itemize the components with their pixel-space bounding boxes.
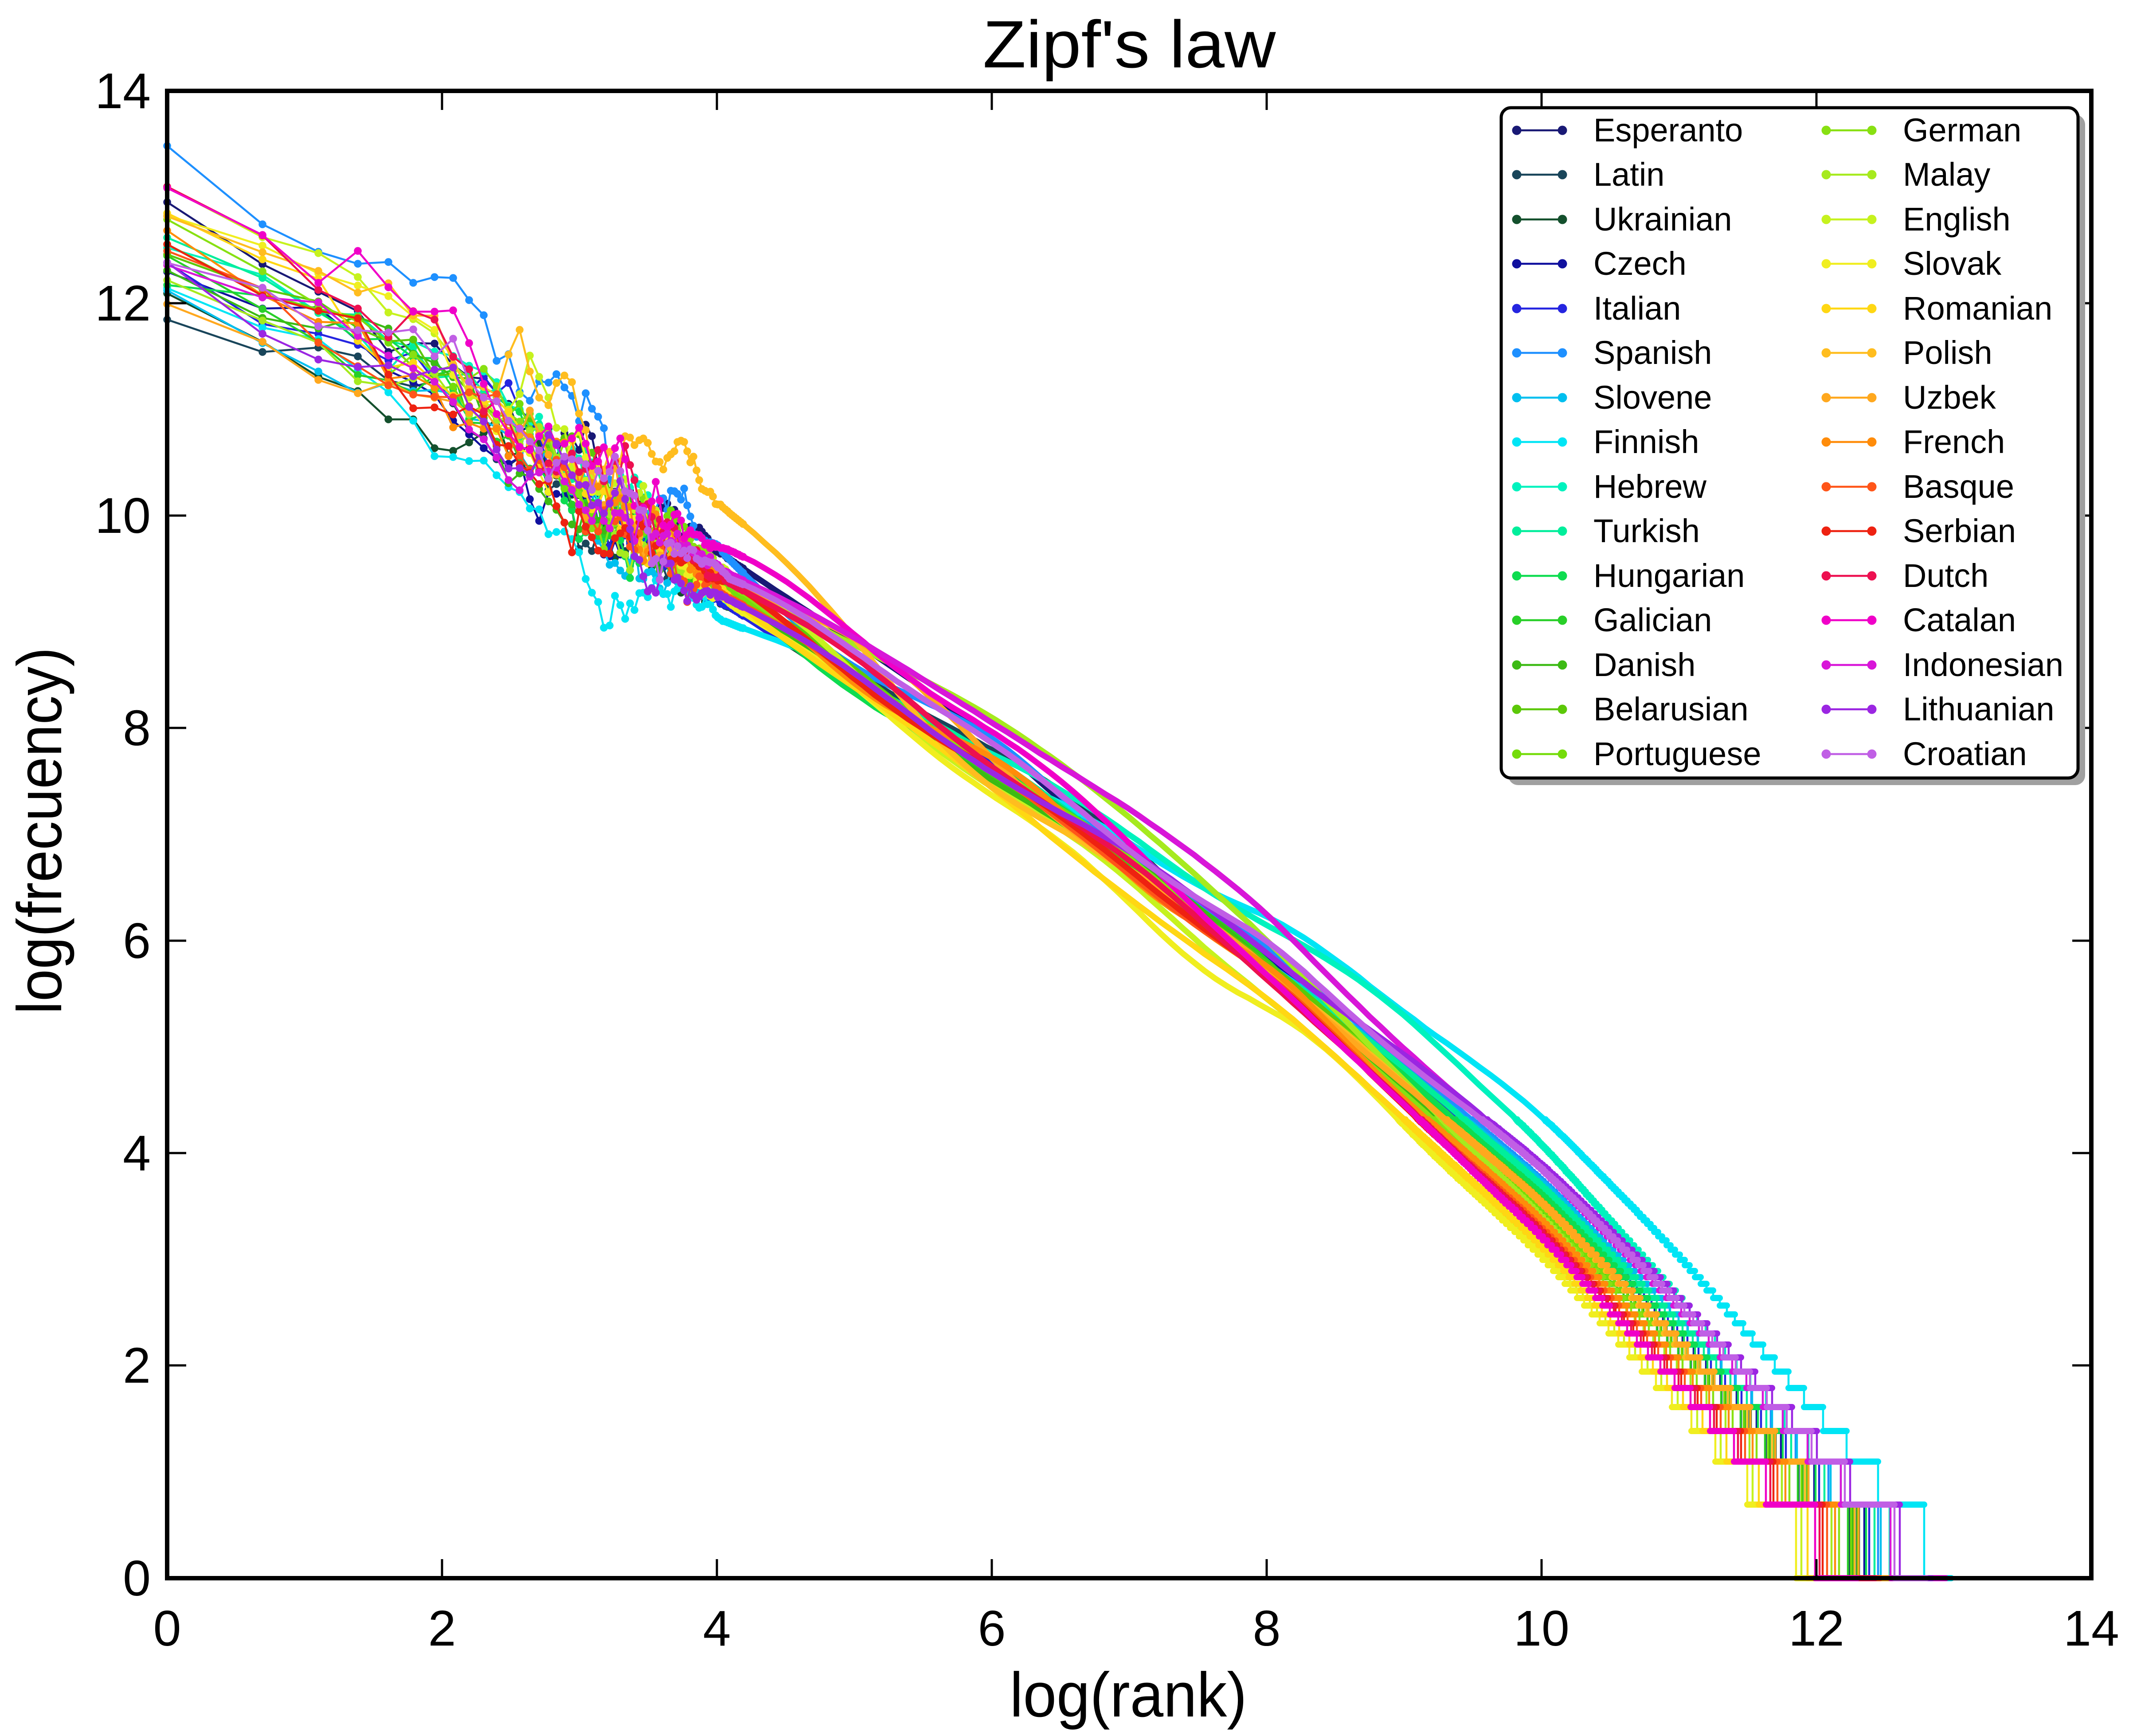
svg-text:Turkish: Turkish [1593,512,1700,549]
svg-text:Polish: Polish [1903,334,1992,371]
svg-text:0: 0 [153,1600,181,1656]
svg-text:14: 14 [95,63,151,119]
svg-text:0: 0 [123,1550,151,1606]
svg-text:German: German [1903,112,2021,149]
svg-text:10: 10 [1514,1600,1569,1656]
svg-text:Belarusian: Belarusian [1593,691,1749,727]
svg-text:Spanish: Spanish [1593,334,1712,371]
svg-text:12: 12 [95,275,151,331]
svg-text:Basque: Basque [1903,468,2014,505]
svg-text:Portuguese: Portuguese [1593,735,1761,772]
svg-text:Galician: Galician [1593,602,1712,638]
svg-text:Lithuanian: Lithuanian [1903,691,2055,727]
svg-text:Indonesian: Indonesian [1903,646,2063,683]
svg-text:Catalan: Catalan [1903,602,2016,638]
svg-text:English: English [1903,201,2011,238]
svg-text:6: 6 [123,913,151,969]
svg-text:Latin: Latin [1593,156,1664,193]
svg-text:Malay: Malay [1903,156,1990,193]
svg-text:Hebrew: Hebrew [1593,468,1707,505]
svg-text:14: 14 [2063,1600,2119,1656]
svg-text:Serbian: Serbian [1903,512,2016,549]
svg-text:8: 8 [123,700,151,756]
svg-text:10: 10 [95,488,151,543]
svg-text:Danish: Danish [1593,646,1695,683]
svg-text:Czech: Czech [1593,245,1687,282]
svg-text:Slovene: Slovene [1593,379,1712,416]
svg-text:4: 4 [123,1125,151,1181]
svg-text:Dutch: Dutch [1903,557,1988,594]
svg-text:2: 2 [123,1337,151,1393]
svg-text:2: 2 [428,1600,456,1656]
svg-text:Finnish: Finnish [1593,423,1699,460]
svg-text:Uzbek: Uzbek [1903,379,1996,416]
svg-text:8: 8 [1253,1600,1281,1656]
svg-text:6: 6 [978,1600,1006,1656]
svg-text:Slovak: Slovak [1903,245,2002,282]
svg-text:French: French [1903,423,2005,460]
svg-text:Romanian: Romanian [1903,290,2052,327]
svg-text:Esperanto: Esperanto [1593,112,1743,149]
svg-text:log(frecuency): log(frecuency) [4,647,74,1014]
svg-text:Italian: Italian [1593,290,1681,327]
svg-text:4: 4 [703,1600,731,1656]
svg-text:Zipf's law: Zipf's law [983,7,1276,82]
svg-text:log(rank): log(rank) [1010,1660,1247,1730]
svg-text:Ukrainian: Ukrainian [1593,201,1732,238]
svg-text:Hungarian: Hungarian [1593,557,1745,594]
svg-text:12: 12 [1789,1600,1844,1656]
svg-text:Croatian: Croatian [1903,735,2027,772]
